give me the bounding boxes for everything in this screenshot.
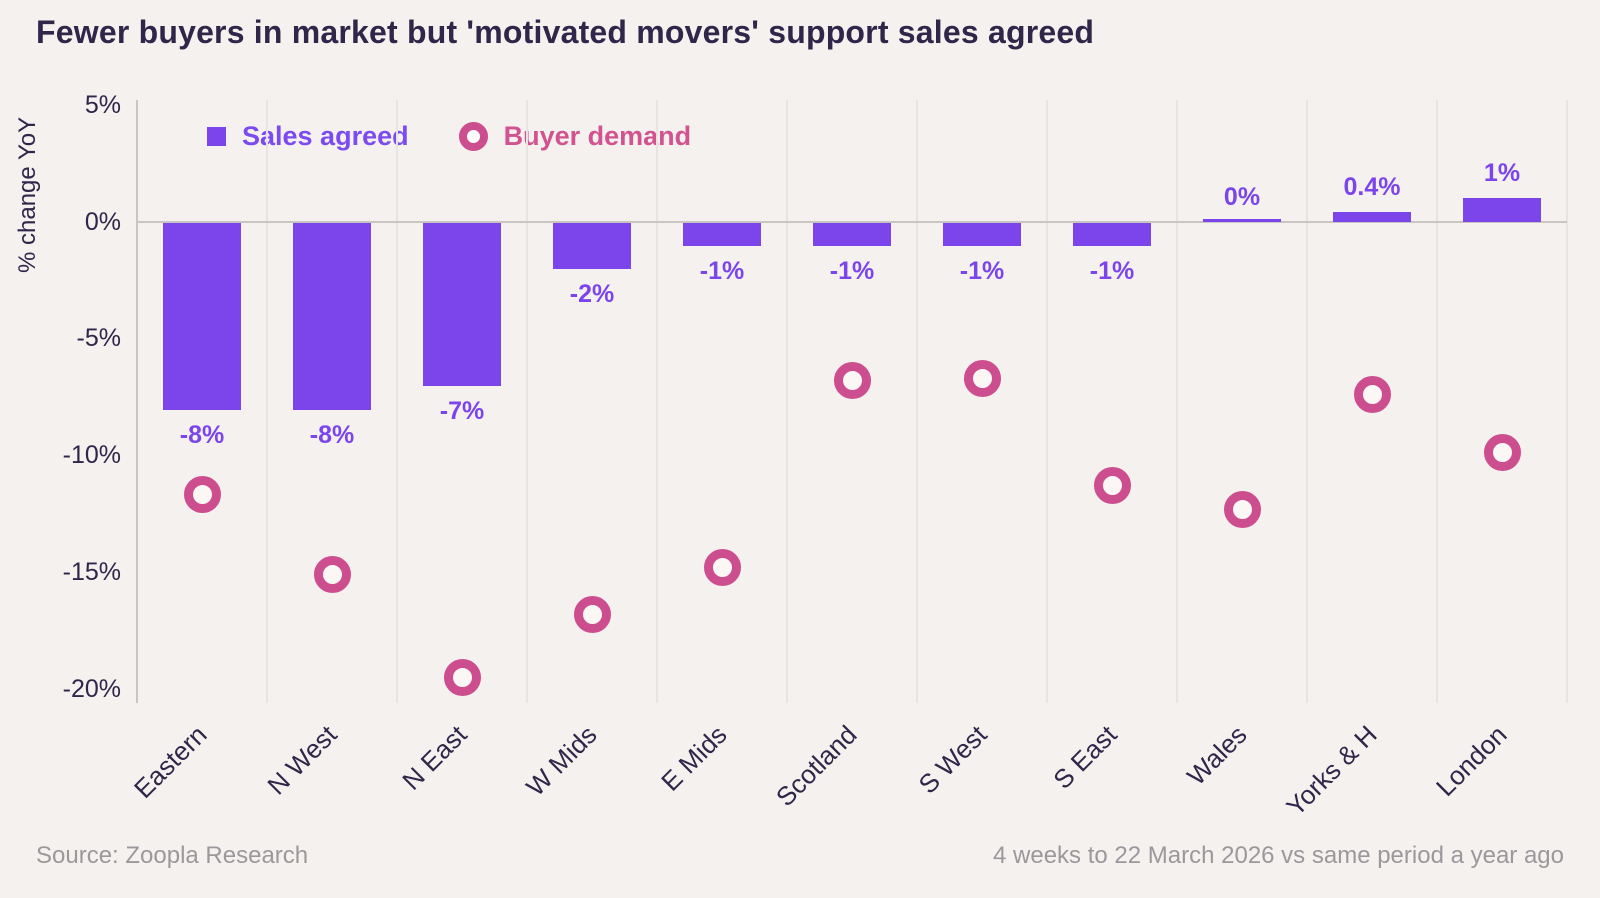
footer: Source: Zoopla Research 4 weeks to 22 Ma… xyxy=(36,842,1564,870)
sales-agreed-legend-swatch-icon xyxy=(207,126,226,146)
legend: Sales agreed Buyer demand xyxy=(207,120,691,152)
y-tick-label: -10% xyxy=(62,441,121,470)
y-tick-label: -20% xyxy=(62,674,121,703)
buyer-demand-point xyxy=(1223,490,1261,528)
y-tick-label: 5% xyxy=(84,90,121,119)
buyer-demand-point xyxy=(313,555,351,593)
column-gridline xyxy=(526,100,528,703)
column-gridline xyxy=(266,100,268,703)
sales-agreed-bar xyxy=(293,222,371,410)
buyer-demand-point xyxy=(1093,467,1131,505)
bar-value-label: 1% xyxy=(1483,159,1521,188)
buyer-demand-point xyxy=(443,658,481,696)
sales-agreed-bar xyxy=(943,222,1021,246)
buyer-demand-legend-marker-icon xyxy=(458,121,488,151)
sales-agreed-bar xyxy=(1203,218,1281,222)
sales-agreed-bar xyxy=(163,222,241,410)
column-gridline xyxy=(656,100,658,703)
column-gridline xyxy=(916,100,918,703)
column-gridline xyxy=(1046,100,1048,703)
bar-value-label: -1% xyxy=(699,256,745,285)
buyer-demand-point xyxy=(833,361,871,399)
bar-value-label: 0% xyxy=(1223,182,1261,211)
chart-title: Fewer buyers in market but 'motivated mo… xyxy=(36,14,1095,50)
y-axis-line xyxy=(136,100,138,703)
sales-agreed-bar xyxy=(813,222,891,246)
column-gridline xyxy=(786,100,788,703)
sales-agreed-bar xyxy=(423,222,501,387)
sales-agreed-bar xyxy=(1333,212,1411,222)
bar-value-label: -1% xyxy=(829,256,875,285)
bar-value-label: -1% xyxy=(959,256,1005,285)
zero-line xyxy=(137,220,1567,223)
column-gridline xyxy=(1436,100,1438,703)
buyer-demand-point xyxy=(573,595,611,633)
bar-value-label: 0.4% xyxy=(1343,173,1401,202)
sales-agreed-bar xyxy=(1463,198,1541,222)
period-note: 4 weeks to 22 March 2026 vs same period … xyxy=(993,842,1564,869)
buyer-demand-point xyxy=(183,476,221,514)
bar-value-label: -1% xyxy=(1089,256,1135,285)
y-tick-label: -15% xyxy=(62,558,121,587)
sales-agreed-legend-label: Sales agreed xyxy=(242,120,409,151)
y-tick-label: 0% xyxy=(84,207,121,236)
sales-agreed-bar xyxy=(683,222,761,246)
column-gridline xyxy=(1176,100,1178,703)
column-gridline xyxy=(1566,100,1568,703)
sales-agreed-bar xyxy=(1073,222,1151,246)
sales-agreed-bar xyxy=(553,222,631,270)
buyer-demand-point xyxy=(963,359,1001,397)
column-gridline xyxy=(1306,100,1308,703)
bar-value-label: -2% xyxy=(569,280,615,309)
buyer-demand-point xyxy=(703,548,741,586)
buyer-demand-point xyxy=(1353,375,1391,413)
column-gridline xyxy=(396,100,398,703)
bar-value-label: -8% xyxy=(179,420,225,449)
bar-value-label: -7% xyxy=(439,397,485,426)
source-note: Source: Zoopla Research xyxy=(36,842,309,869)
buyer-demand-point xyxy=(1483,434,1521,472)
buyer-demand-legend-label: Buyer demand xyxy=(503,120,692,151)
bar-value-label: -8% xyxy=(309,420,355,449)
y-tick-label: -5% xyxy=(76,324,121,353)
